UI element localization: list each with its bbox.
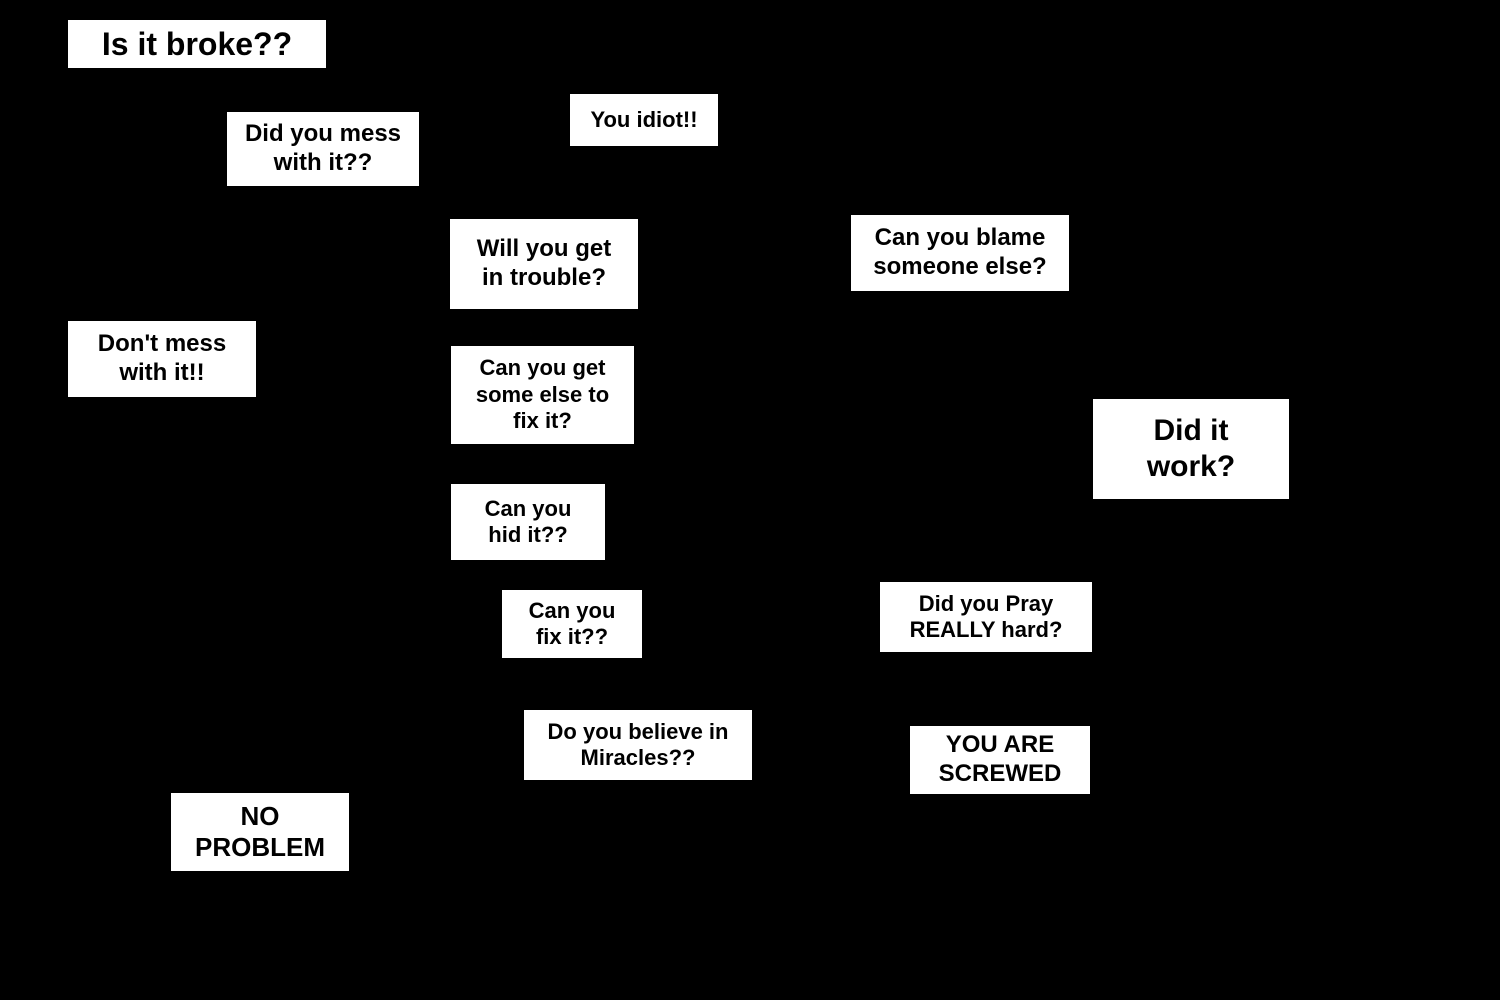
node-pray: Did you Pray REALLY hard?	[880, 582, 1092, 652]
node-hide: Can you hid it??	[451, 484, 605, 560]
node-someoneelse: Can you get some else to fix it?	[451, 346, 634, 444]
node-blame: Can you blame someone else?	[851, 215, 1069, 291]
node-noproblem: NO PROBLEM	[171, 793, 349, 871]
node-fixit: Can you fix it??	[502, 590, 642, 658]
node-screwed: YOU ARE SCREWED	[910, 726, 1090, 794]
node-mess: Did you mess with it??	[227, 112, 419, 186]
node-dontmess: Don't mess with it!!	[68, 321, 256, 397]
node-didwork: Did it work?	[1093, 399, 1289, 499]
node-trouble: Will you get in trouble?	[450, 219, 638, 309]
node-broke: Is it broke??	[68, 20, 326, 68]
flowchart-stage: Is it broke?? Did you mess with it?? You…	[0, 0, 1500, 1000]
node-idiot: You idiot!!	[570, 94, 718, 146]
node-miracles: Do you believe in Miracles??	[524, 710, 752, 780]
